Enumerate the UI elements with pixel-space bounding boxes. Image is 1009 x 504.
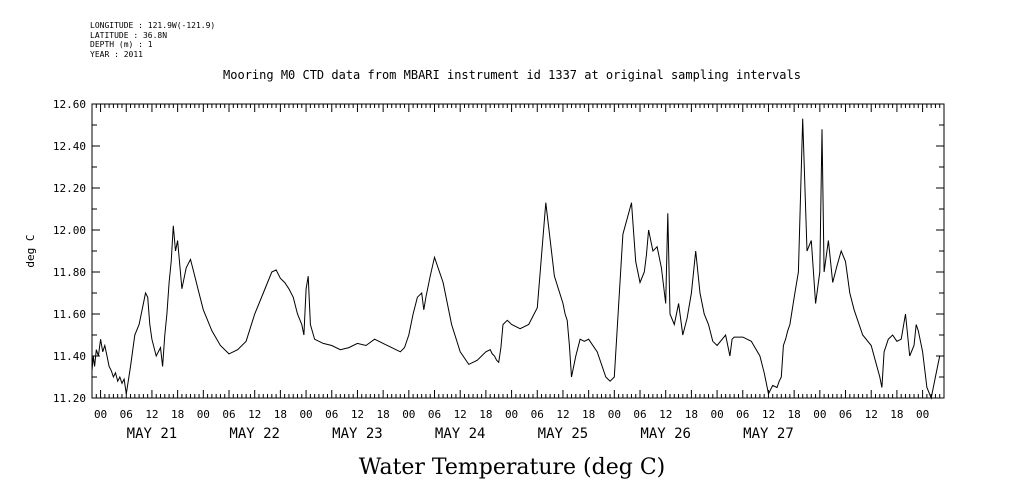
x-hour-label: 00 [94,408,107,421]
x-hour-label: 06 [531,408,544,421]
x-hour-label: 00 [916,408,929,421]
x-hour-label: 06 [428,408,441,421]
chart-title: Mooring M0 CTD data from MBARI instrumen… [223,68,801,82]
x-hour-label: 12 [556,408,569,421]
x-hour-label: 18 [377,408,390,421]
x-hour-label: 12 [454,408,467,421]
x-hour-label: 00 [608,408,621,421]
x-day-label: MAY 23 [332,426,383,442]
x-axis: 00 06 12 18 00 06 12 18 00 06 12 18 00 06 12 18 00 06 12 18… [91,104,945,442]
metadata-block: LONGITUDE : 121.9W(-121.9) LATITUDE : 36… [90,21,215,59]
longitude-label: LONGITUDE : 121.9W(-121.9) [90,21,216,30]
x-hour-label: 06 [736,408,749,421]
x-hour-label: 06 [120,408,133,421]
x-hour-label: 00 [710,408,723,421]
x-day-label: MAY 26 [640,426,691,442]
x-hour-label: 06 [222,408,235,421]
x-hour-label: 12 [762,408,775,421]
x-hour-label: 18 [582,408,595,421]
y-tick-label: 11.80 [53,266,86,279]
x-day-label: MAY 22 [229,426,280,442]
x-hour-label: 18 [479,408,492,421]
y-tick-label: 12.00 [53,224,86,237]
x-hour-label: 06 [325,408,338,421]
x-hour-label: 06 [633,408,646,421]
depth-label: DEPTH (m) : 1 [90,40,153,49]
x-hour-label: 00 [505,408,518,421]
y-tick-label: 12.40 [53,140,86,153]
x-hour-label: 12 [145,408,158,421]
y-axis-label: deg C [24,234,37,267]
x-hour-label: 18 [890,408,903,421]
x-hour-label: 00 [813,408,826,421]
x-hour-label: 00 [299,408,312,421]
y-tick-label: 12.60 [53,98,86,111]
x-hour-label: 12 [351,408,364,421]
y-tick-label: 12.20 [53,182,86,195]
x-hour-label: 00 [402,408,415,421]
x-hour-label: 18 [171,408,184,421]
x-axis-label: Water Temperature (deg C) [359,455,666,480]
year-label: YEAR : 2011 [90,49,143,59]
y-axis: 11.20 11.40 11.60 11.80 12.00 12.20 12.40 12.60 [53,98,944,405]
temperature-series-line [91,118,941,400]
y-tick-label: 11.20 [53,392,86,405]
x-hour-label: 12 [248,408,261,421]
x-hour-label: 06 [839,408,852,421]
x-hour-label: 12 [865,408,878,421]
x-hour-label: 18 [685,408,698,421]
x-hour-label: 18 [274,408,287,421]
x-hour-label: 18 [788,408,801,421]
x-day-label: MAY 27 [743,426,794,442]
y-tick-label: 11.40 [53,350,86,363]
plot-frame [91,103,945,399]
x-day-label: MAY 21 [127,426,178,442]
y-tick-label: 11.60 [53,308,86,321]
x-hour-label: 00 [197,408,210,421]
latitude-label: LATITUDE : 36.8N [90,30,168,40]
x-day-label: MAY 25 [538,426,589,442]
x-hour-label: 12 [659,408,672,421]
x-day-label: MAY 24 [435,426,486,442]
